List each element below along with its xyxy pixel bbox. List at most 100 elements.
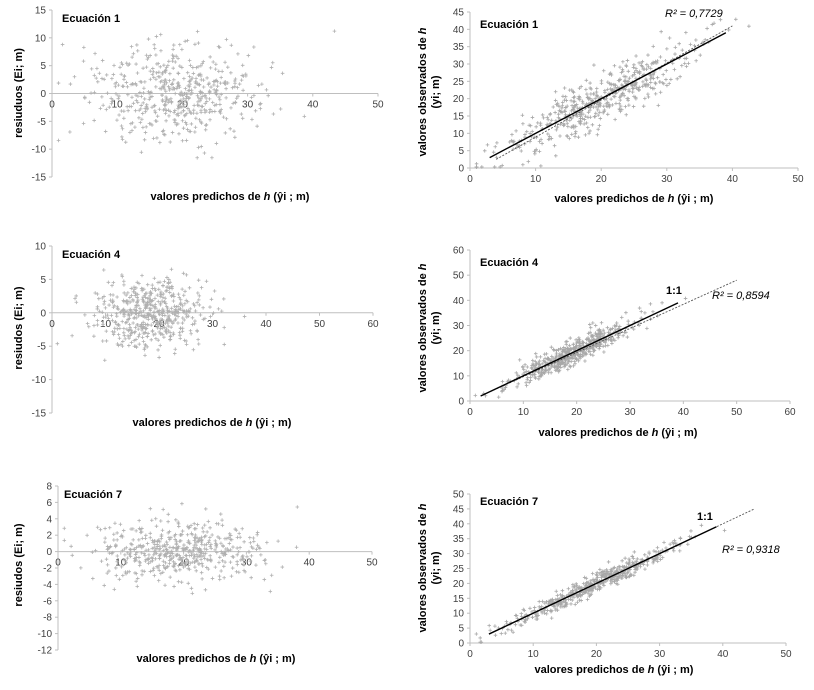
scatter-point xyxy=(145,282,150,287)
scatter-point xyxy=(620,559,624,563)
scatter-point xyxy=(131,299,135,303)
scatter-point xyxy=(136,298,140,302)
scatter-point xyxy=(631,65,636,70)
x-tick-label: 40 xyxy=(260,319,272,330)
scatter-point xyxy=(197,82,202,87)
y-tick-label: 40 xyxy=(453,519,465,530)
y-tick-label: 40 xyxy=(453,25,465,36)
scatter-point xyxy=(668,542,672,546)
y-tick-label: 0 xyxy=(46,547,52,558)
scatter-point xyxy=(584,78,589,83)
scatter-point xyxy=(576,135,581,140)
scatter-point xyxy=(149,90,153,95)
scatter-point xyxy=(673,52,677,56)
scatter-point xyxy=(151,320,156,325)
scatter-point xyxy=(133,293,138,298)
scatter-point xyxy=(155,136,159,140)
scatter-point xyxy=(573,602,577,607)
scatter-point xyxy=(143,80,147,84)
scatter-point xyxy=(115,538,119,542)
scatter-point xyxy=(180,529,185,533)
scatter-point xyxy=(158,303,163,307)
scatter-point xyxy=(146,317,151,322)
scatter-point xyxy=(107,303,111,307)
scatter-point xyxy=(215,84,220,89)
scatter-point xyxy=(174,313,178,318)
scatter-point xyxy=(196,65,200,69)
scatter-point xyxy=(658,55,663,59)
scatter-point xyxy=(474,165,479,169)
scatter-point xyxy=(142,137,147,142)
scatter-point xyxy=(92,73,97,78)
scatter-point xyxy=(219,75,223,80)
scatter-point xyxy=(120,126,125,131)
scatter-point xyxy=(173,60,178,64)
scatter-point xyxy=(186,309,190,314)
scatter-point xyxy=(168,280,173,285)
scatter-point xyxy=(126,92,130,97)
scatter-point xyxy=(130,95,134,100)
scatter-point xyxy=(588,129,592,133)
scatter-point xyxy=(122,77,126,82)
scatter-point xyxy=(249,575,253,580)
x-tick-label: 20 xyxy=(591,649,603,660)
scatter-point xyxy=(222,575,226,580)
scatter-point xyxy=(616,582,620,587)
scatter-point xyxy=(255,530,260,535)
scatter-point xyxy=(252,45,256,49)
x-tick-label: 0 xyxy=(49,100,55,111)
scatter-point xyxy=(627,557,631,561)
scatter-point xyxy=(624,112,629,117)
scatter-point xyxy=(120,319,125,324)
scatter-point xyxy=(496,395,501,399)
scatter-point xyxy=(157,107,162,112)
scatter-point xyxy=(185,299,190,304)
scatter-point xyxy=(473,393,478,398)
scatter-point xyxy=(577,86,582,90)
scatter-point xyxy=(561,94,565,99)
scatter-point xyxy=(618,77,622,82)
scatter-point xyxy=(581,112,585,116)
scatter-point xyxy=(193,85,197,90)
scatter-point xyxy=(180,329,185,334)
scatter-point xyxy=(241,88,245,93)
scatter-point xyxy=(136,327,141,331)
scatter-point xyxy=(135,292,140,297)
scatter-point xyxy=(680,48,685,52)
scatter-point xyxy=(190,322,195,327)
scatter-point xyxy=(137,563,142,568)
scatter-point xyxy=(233,101,238,105)
scatter-point xyxy=(90,550,95,555)
scatter-point xyxy=(187,109,192,113)
x-tick-label: 40 xyxy=(678,407,690,418)
scatter-point xyxy=(195,155,199,160)
scatter-point xyxy=(632,70,637,75)
scatter-point xyxy=(161,84,165,89)
scatter-point xyxy=(124,293,128,297)
scatter-point xyxy=(135,100,140,105)
scatter-point xyxy=(597,102,602,107)
scatter-point xyxy=(148,531,153,536)
scatter-point xyxy=(142,313,147,318)
scatter-point xyxy=(269,65,274,70)
scatter-point xyxy=(127,322,132,327)
scatter-point xyxy=(632,550,637,554)
scatter-point xyxy=(116,96,121,101)
scatter-point xyxy=(128,307,132,312)
scatter-point xyxy=(230,566,235,570)
scatter-point xyxy=(146,37,151,41)
scatter-point xyxy=(661,72,665,77)
scatter-point xyxy=(537,139,542,144)
scatter-point xyxy=(173,347,178,352)
scatter-point xyxy=(102,583,107,588)
scatter-point xyxy=(152,315,157,320)
x-tick-label: 10 xyxy=(518,407,530,418)
scatter-point xyxy=(201,317,206,322)
scatter-point xyxy=(493,624,497,628)
scatter-point xyxy=(166,512,171,517)
scatter-point xyxy=(123,553,127,557)
scatter-point xyxy=(133,108,138,113)
scatter-point xyxy=(103,129,108,134)
scatter-point xyxy=(100,310,105,315)
scatter-point xyxy=(161,292,166,296)
